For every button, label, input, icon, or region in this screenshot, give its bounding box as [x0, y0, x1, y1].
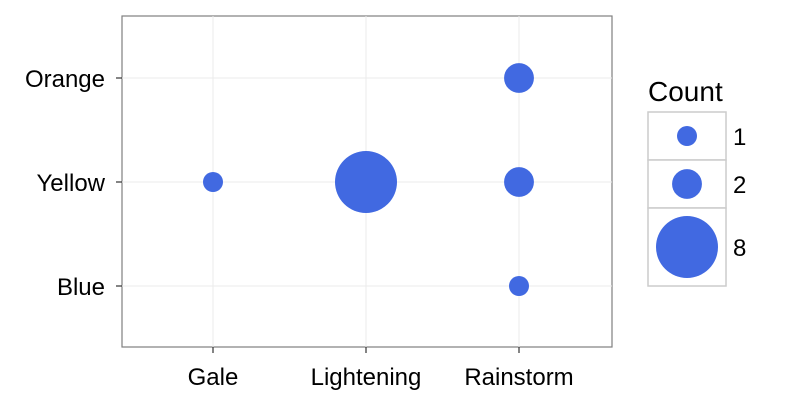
y-tick-label: Orange	[25, 66, 105, 93]
data-point	[504, 167, 534, 197]
x-axis: Gale Lightening Rainstorm	[188, 347, 574, 391]
data-point	[335, 151, 397, 213]
legend-label: 2	[733, 172, 746, 199]
legend-key-point	[656, 216, 718, 278]
legend-title: Count	[648, 76, 723, 107]
legend-label: 1	[733, 124, 746, 151]
y-tick-label: Yellow	[37, 170, 106, 197]
y-axis: Blue Yellow Orange	[25, 66, 122, 301]
legend-label: 8	[733, 235, 746, 262]
data-points	[203, 63, 534, 296]
data-point	[203, 172, 223, 192]
size-legend: Count 1 2 8	[647, 76, 746, 287]
x-tick-label: Lightening	[311, 364, 422, 391]
data-point	[509, 276, 529, 296]
legend-key-point	[677, 126, 697, 146]
legend-key-point	[672, 169, 702, 199]
data-point	[504, 63, 534, 93]
x-tick-label: Gale	[188, 364, 239, 391]
y-tick-label: Blue	[57, 274, 105, 301]
x-tick-label: Rainstorm	[464, 364, 573, 391]
